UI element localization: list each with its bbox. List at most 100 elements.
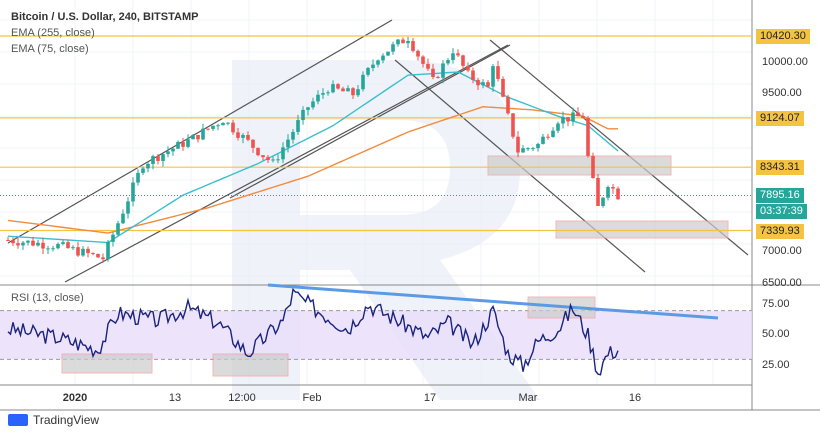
candle-body — [556, 123, 560, 131]
trend-channel-line — [489, 39, 749, 256]
candle-body — [206, 128, 210, 130]
chart-legend: Bitcoin / U.S. Dollar, 240, BITSTAMP EMA… — [11, 9, 198, 57]
candle-body — [16, 243, 20, 246]
rsi-tick: 75.00 — [762, 297, 790, 310]
candle-body — [296, 120, 300, 132]
candle-body — [616, 188, 620, 200]
candle-body — [421, 56, 425, 64]
candle-body — [226, 122, 230, 124]
candle-body — [456, 53, 460, 56]
rsi-band — [0, 310, 752, 360]
candle-body — [491, 66, 495, 87]
price-tick: 9500.00 — [762, 87, 802, 100]
ema255-label[interactable]: EMA (255, close) — [11, 27, 95, 39]
candle-body — [596, 177, 600, 206]
last-price-label: 7895.16 — [756, 188, 804, 204]
candle-body — [501, 78, 505, 97]
candle-body — [446, 60, 450, 64]
candle-body — [471, 70, 475, 80]
candle-body — [256, 147, 260, 156]
candle-body — [236, 132, 240, 138]
time-tick: 13 — [168, 392, 182, 404]
ema75-line — [7, 71, 619, 244]
candle-body — [511, 113, 515, 137]
candle-body — [531, 148, 535, 150]
candle-body — [106, 241, 110, 260]
candle-body — [91, 253, 95, 255]
support-resistance-zone — [487, 155, 672, 176]
candle-body — [151, 156, 155, 164]
candle-body — [606, 187, 610, 198]
candle-body — [146, 163, 150, 169]
candle-body — [141, 168, 145, 173]
candle-body — [96, 253, 100, 258]
price-level-label: 9124.07 — [756, 110, 804, 126]
price-tick: 10000.00 — [762, 55, 808, 68]
candle-body — [251, 139, 255, 148]
candle-body — [321, 93, 325, 95]
candle-body — [461, 55, 465, 66]
candle-body — [516, 136, 520, 153]
price-tick: 6500.00 — [762, 276, 802, 289]
candle-body — [416, 50, 420, 57]
rsi-line — [7, 287, 619, 376]
candle-body — [476, 79, 480, 86]
footer: TradingView — [8, 413, 99, 427]
candle-body — [66, 242, 70, 249]
candle-body — [81, 248, 85, 256]
candle-body — [466, 65, 470, 71]
candle-body — [211, 125, 215, 129]
candle-body — [571, 112, 575, 122]
candle-body — [316, 94, 320, 102]
candle-body — [116, 223, 120, 235]
candle-body — [31, 240, 35, 246]
candle-body — [71, 247, 75, 249]
candle-body — [41, 242, 45, 249]
candle-body — [591, 155, 595, 178]
candle-body — [56, 243, 60, 249]
candle-body — [426, 63, 430, 69]
candle-body — [221, 123, 225, 126]
candle-body — [231, 122, 235, 133]
price-level-label: 7339.93 — [756, 223, 804, 239]
candle-body — [266, 157, 270, 160]
tradingview-logo-icon — [8, 414, 28, 426]
candle-body — [36, 242, 40, 246]
candle-body — [506, 96, 510, 114]
candle-body — [576, 112, 580, 117]
candle-body — [46, 248, 50, 250]
candle-body — [366, 68, 370, 75]
ema75-label[interactable]: EMA (75, close) — [11, 43, 89, 55]
candle-body — [156, 156, 160, 161]
brand-name: TradingView — [33, 413, 100, 427]
candle-body — [526, 148, 530, 150]
candle-body — [191, 134, 195, 140]
candle-body — [581, 116, 585, 119]
time-tick: Mar — [518, 392, 538, 404]
support-resistance-zone — [212, 353, 289, 377]
candle-body — [381, 55, 385, 61]
candle-body — [136, 172, 140, 183]
price-level-label: 10420.30 — [756, 28, 810, 44]
candle-body — [131, 182, 135, 202]
candle-body — [521, 148, 525, 153]
candle-body — [346, 88, 350, 92]
candle-body — [481, 82, 485, 86]
candle-body — [166, 151, 170, 155]
candle-body — [286, 139, 290, 148]
candle-body — [186, 139, 190, 147]
candle-body — [566, 117, 570, 122]
candle-body — [126, 201, 130, 214]
time-tick: 17 — [423, 392, 437, 404]
rsi-label[interactable]: RSI (13, close) — [11, 292, 84, 304]
candle-body — [76, 247, 80, 256]
trend-channel-line — [7, 19, 393, 244]
time-tick: 2020 — [62, 392, 88, 404]
candle-body — [6, 240, 10, 242]
candle-body — [611, 187, 615, 189]
candle-body — [271, 159, 275, 161]
candle-body — [86, 248, 90, 254]
candle-body — [431, 68, 435, 77]
